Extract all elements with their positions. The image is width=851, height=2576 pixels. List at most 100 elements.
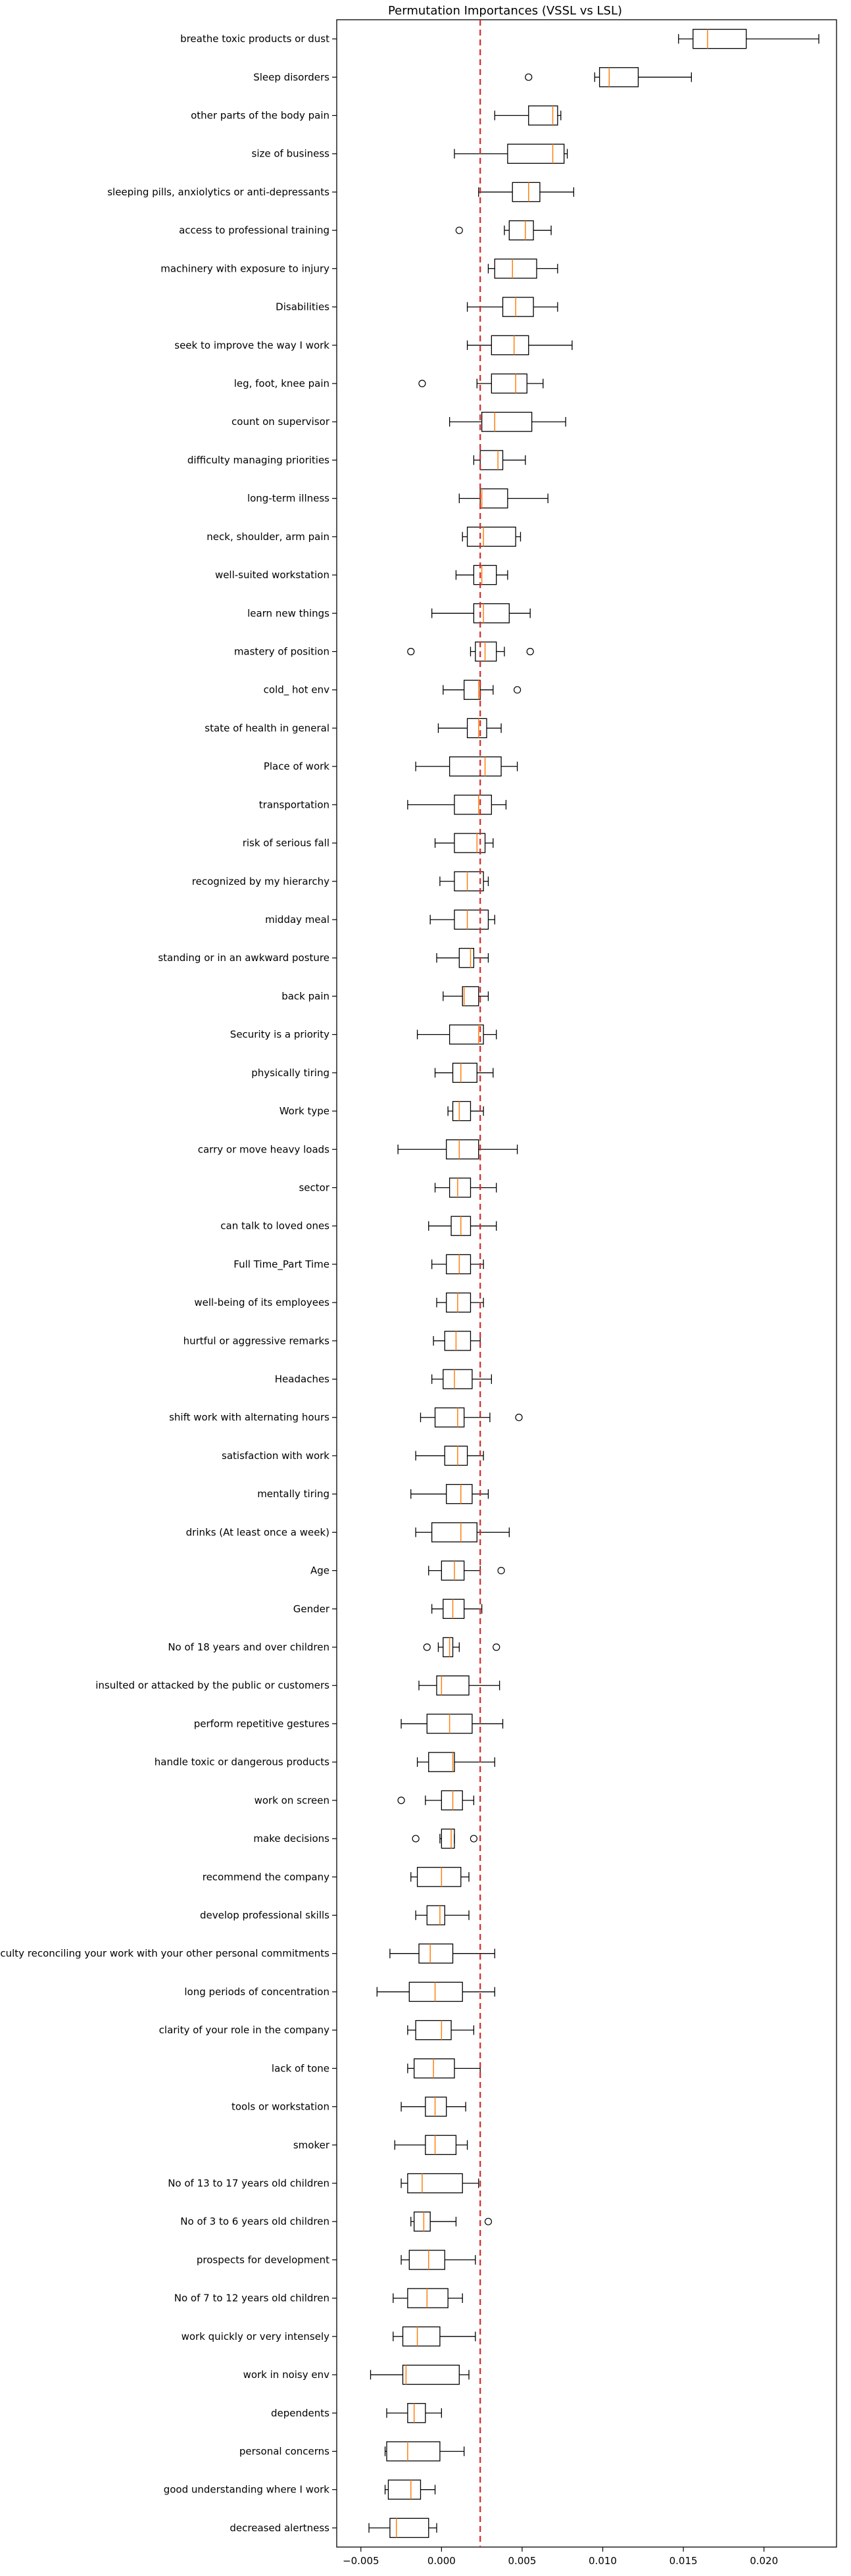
x-tick-label: 0.015 [669,2555,698,2567]
feature-box: dependents [271,2403,443,2423]
outlier-point [525,73,533,81]
iqr-box [449,1177,472,1198]
y-tick-label: learn new things [247,607,329,619]
feature-box: recognized by my hierarchy [192,871,489,891]
y-tick-label: transportation [259,799,329,810]
y-tick-label: personal concerns [239,2445,329,2457]
feature-box: Work type [280,1101,484,1122]
iqr-box [512,182,541,203]
y-tick-label: back pain [281,990,329,1002]
iqr-box [475,641,497,662]
outlier-point [470,1835,477,1843]
outlier-point [455,226,463,234]
y-tick-label: recognized by my hierarchy [192,876,329,887]
feature-box: handle toxic or dangerous products [155,1752,495,1772]
iqr-box [434,1407,465,1427]
feature-box: smoker [293,2135,468,2155]
y-tick-label: Gender [293,1603,330,1615]
iqr-box [389,2517,429,2539]
y-tick-label: work quickly or very intensely [182,2331,330,2342]
iqr-box [466,718,487,739]
y-tick-label: difficulty reconciling your work with yo… [0,1948,329,1960]
feature-box: recommend the company [203,1867,470,1887]
iqr-box [443,1369,473,1389]
iqr-box [446,1292,472,1313]
iqr-box [502,297,534,317]
feature-box: decreased alertness [230,2517,437,2539]
y-tick-label: long-term illness [247,493,329,505]
feature-box: hurtful or aggressive remarks [183,1331,481,1351]
outlier-point [513,686,522,694]
iqr-box [431,1522,477,1543]
y-tick-label: mastery of position [234,646,329,658]
feature-box: Place of work [264,756,518,777]
feature-box: sleeping pills, anxiolytics or anti-depr… [107,182,575,203]
feature-box: can talk to loved ones [220,1216,497,1236]
feature-box: satisfaction with work [222,1445,484,1466]
y-tick-label: No of 13 to 17 years old children [168,2177,329,2189]
feature-box: seek to improve the way I work [174,335,573,356]
y-tick-label: smoker [293,2139,330,2151]
y-tick-label: satisfaction with work [222,1450,329,1462]
feature-box: breathe toxic products or dust [180,28,819,49]
iqr-box [481,412,533,432]
y-tick-label: dependents [271,2407,329,2419]
feature-box: difficulty managing priorities [187,450,526,470]
y-tick-label: decreased alertness [230,2522,329,2534]
feature-box: insulted or attacked by the public or cu… [95,1675,500,1696]
y-tick-label: perform repetitive gestures [194,1718,329,1729]
y-tick-label: well-suited workstation [215,569,329,581]
iqr-box [473,603,510,624]
feature-box: long periods of concentration [184,1981,495,2002]
outlier-point [493,1643,500,1651]
x-tick-label: −0.005 [343,2555,379,2567]
y-tick-label: risk of serious fall [243,837,329,849]
y-tick-label: physically tiring [251,1067,329,1079]
y-tick-label: state of health in general [205,722,329,734]
feature-box: good understanding where I work [164,2479,436,2500]
feature-box: drinks (At least once a week) [186,1522,510,1543]
iqr-box [449,1024,484,1045]
feature-box: work on screen [255,1790,475,1811]
feature-box: No of 3 to 6 years old children [180,2211,493,2232]
iqr-box [452,1062,477,1083]
feature-box: No of 13 to 17 years old children [168,2173,479,2194]
x-tick-label: 0.010 [589,2555,617,2567]
outlier-point [515,1414,523,1422]
feature-box: count on supervisor [231,412,566,432]
y-tick-label: No of 18 years and over children [168,1641,329,1653]
feature-box: tools or workstation [231,2096,466,2117]
y-tick-label: access to professional training [179,224,329,236]
iqr-box [407,2288,449,2308]
y-tick-label: No of 7 to 12 years old children [174,2292,329,2304]
outlier-point [526,647,534,656]
y-tick-label: seek to improve the way I work [174,339,329,351]
y-tick-label: midday meal [265,914,329,926]
feature-box: work in noisy env [243,2364,470,2385]
feature-box: other parts of the body pain [191,105,562,126]
iqr-box [441,1828,455,1849]
y-tick-label: carry or move heavy loads [198,1143,329,1155]
feature-box: perform repetitive gestures [194,1714,504,1734]
y-tick-label: develop professional skills [200,1910,329,1921]
feature-box: neck, shoulder, arm pain [207,526,522,547]
feature-box: access to professional training [179,220,552,241]
feature-box: midday meal [265,909,495,930]
feature-box: Age [310,1560,505,1581]
chart-title: Permutation Importances (VSSL vs LSL) [388,4,622,18]
feature-box: risk of serious fall [243,833,494,853]
iqr-box [418,1943,454,1964]
y-tick-label: machinery with exposure to injury [160,262,329,274]
iqr-box [415,2019,452,2041]
iqr-box [491,373,527,394]
x-tick-label: 0.000 [427,2555,456,2567]
iqr-box [507,143,565,164]
y-tick-label: count on supervisor [231,416,330,428]
y-tick-label: breathe toxic products or dust [180,33,329,45]
plot-area: −0.005 0.000 0.005 0.010 0.015 0.020 breathe t… [0,19,837,2567]
y-tick-label: other parts of the body pain [191,110,329,122]
feature-box: clarity of your role in the company [159,2019,475,2041]
iqr-box [444,1445,468,1466]
